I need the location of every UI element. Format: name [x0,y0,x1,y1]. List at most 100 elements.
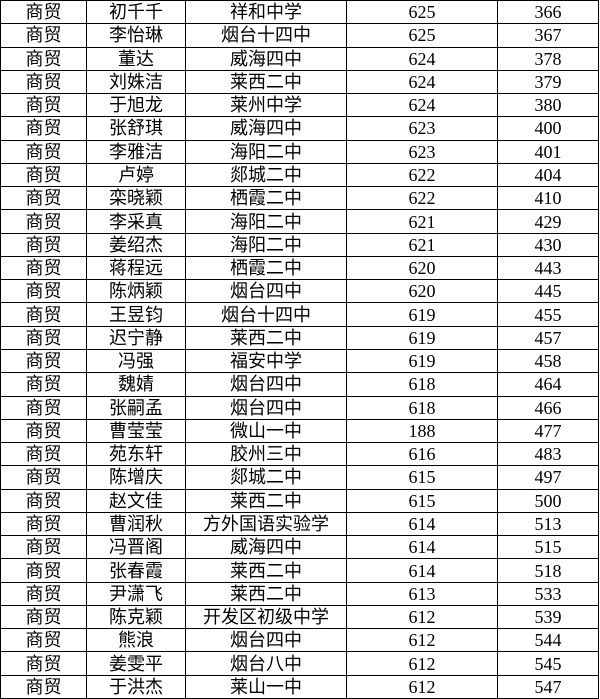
cell-name: 董达 [86,46,186,71]
cell-score: 188 [346,418,498,444]
cell-name: 李雅洁 [86,139,186,164]
cell-rank: 404 [497,162,599,188]
table-row: 商贸 陈增庆 郯城二中 615 497 [0,465,599,490]
cell-name: 初千千 [86,0,186,25]
table-row: 商贸 李雅洁 海阳二中 623 401 [0,139,599,164]
cell-name: 姜雯平 [86,651,186,676]
table-row: 商贸 曹润秋 方外国语实验学 614 513 [0,511,599,537]
table-row: 商贸 迟宁静 莱西二中 619 457 [0,325,599,350]
cell-score: 623 [346,116,498,141]
cell-school: 方外国语实验学 [185,511,347,537]
cell-rank: 539 [497,604,599,630]
cell-school: 烟台八中 [185,651,347,676]
cell-rank: 547 [497,674,599,699]
table-row: 商贸 赵文佳 莱西二中 615 500 [0,488,599,513]
cell-name: 冯晋阁 [86,535,186,560]
table-row: 商贸 刘姝洁 莱西二中 624 379 [0,69,599,95]
cell-name: 于旭龙 [86,93,186,118]
cell-rank: 401 [497,139,599,164]
cell-score: 616 [346,442,498,467]
cell-name: 蒋程远 [86,255,186,281]
cell-score: 619 [346,325,498,350]
cell-school: 海阳二中 [185,139,347,164]
cell-name: 熊浪 [86,628,186,653]
cell-score: 622 [346,162,498,188]
cell-score: 624 [346,69,498,95]
cell-name: 姜绍杰 [86,232,186,257]
cell-rank: 513 [497,511,599,537]
table-row: 商贸 尹潇飞 莱西二中 613 533 [0,581,599,606]
cell-school: 莱州中学 [185,93,347,118]
cell-school: 栖霞二中 [185,186,347,211]
cell-school: 烟台四中 [185,395,347,420]
cell-rank: 429 [497,209,599,234]
cell-category: 商贸 [0,628,87,653]
cell-school: 微山一中 [185,418,347,444]
table-row: 商贸 栾晓颖 栖霞二中 622 410 [0,186,599,211]
cell-name: 陈炳颖 [86,279,186,304]
cell-school: 威海四中 [185,46,347,71]
table-row: 商贸 陈克颖 开发区初级中学 612 539 [0,604,599,630]
cell-name: 张春霞 [86,558,186,583]
cell-score: 612 [346,651,498,676]
table-row: 商贸 蒋程远 栖霞二中 620 443 [0,255,599,281]
cell-score: 618 [346,372,498,397]
cell-name: 冯强 [86,348,186,374]
cell-school: 威海四中 [185,535,347,560]
cell-category: 商贸 [0,651,87,676]
table-row: 商贸 姜绍杰 海阳二中 621 430 [0,232,599,257]
cell-score: 619 [346,302,498,327]
cell-category: 商贸 [0,162,87,188]
cell-category: 商贸 [0,372,87,397]
cell-category: 商贸 [0,23,87,48]
cell-category: 商贸 [0,348,87,374]
table-row: 商贸 冯晋阁 威海四中 614 515 [0,535,599,560]
table-row: 商贸 魏婧 烟台四中 618 464 [0,372,599,397]
cell-school: 海阳二中 [185,209,347,234]
table-row: 商贸 李采真 海阳二中 621 429 [0,209,599,234]
cell-school: 胶州三中 [185,442,347,467]
table-row: 商贸 曹莹莹 微山一中 188 477 [0,418,599,444]
cell-name: 张舒琪 [86,116,186,141]
cell-school: 开发区初级中学 [185,604,347,630]
cell-category: 商贸 [0,46,87,71]
table-row: 商贸 张嗣孟 烟台四中 618 466 [0,395,599,420]
cell-school: 郯城二中 [185,465,347,490]
cell-score: 613 [346,581,498,606]
cell-category: 商贸 [0,418,87,444]
cell-category: 商贸 [0,93,87,118]
cell-rank: 500 [497,488,599,513]
cell-score: 614 [346,535,498,560]
cell-name: 王昱钧 [86,302,186,327]
cell-rank: 515 [497,535,599,560]
cell-name: 苑东轩 [86,442,186,467]
cell-rank: 545 [497,651,599,676]
cell-name: 张嗣孟 [86,395,186,420]
cell-score: 620 [346,255,498,281]
cell-rank: 458 [497,348,599,374]
table-row: 商贸 于旭龙 莱州中学 624 380 [0,93,599,118]
cell-school: 福安中学 [185,348,347,374]
table-row: 商贸 卢婷 郯城二中 622 404 [0,162,599,188]
cell-category: 商贸 [0,139,87,164]
cell-category: 商贸 [0,209,87,234]
cell-school: 郯城二中 [185,162,347,188]
cell-rank: 533 [497,581,599,606]
cell-school: 烟台四中 [185,279,347,304]
cell-score: 612 [346,604,498,630]
cell-name: 迟宁静 [86,325,186,350]
table-row: 商贸 王昱钧 烟台十四中 619 455 [0,302,599,327]
cell-score: 625 [346,23,498,48]
cell-rank: 400 [497,116,599,141]
cell-score: 621 [346,232,498,257]
cell-score: 615 [346,465,498,490]
cell-name: 魏婧 [86,372,186,397]
cell-category: 商贸 [0,488,87,513]
cell-category: 商贸 [0,604,87,630]
table-row: 商贸 张舒琪 威海四中 623 400 [0,116,599,141]
cell-name: 赵文佳 [86,488,186,513]
table-row: 商贸 初千千 祥和中学 625 366 [0,0,599,25]
cell-category: 商贸 [0,535,87,560]
